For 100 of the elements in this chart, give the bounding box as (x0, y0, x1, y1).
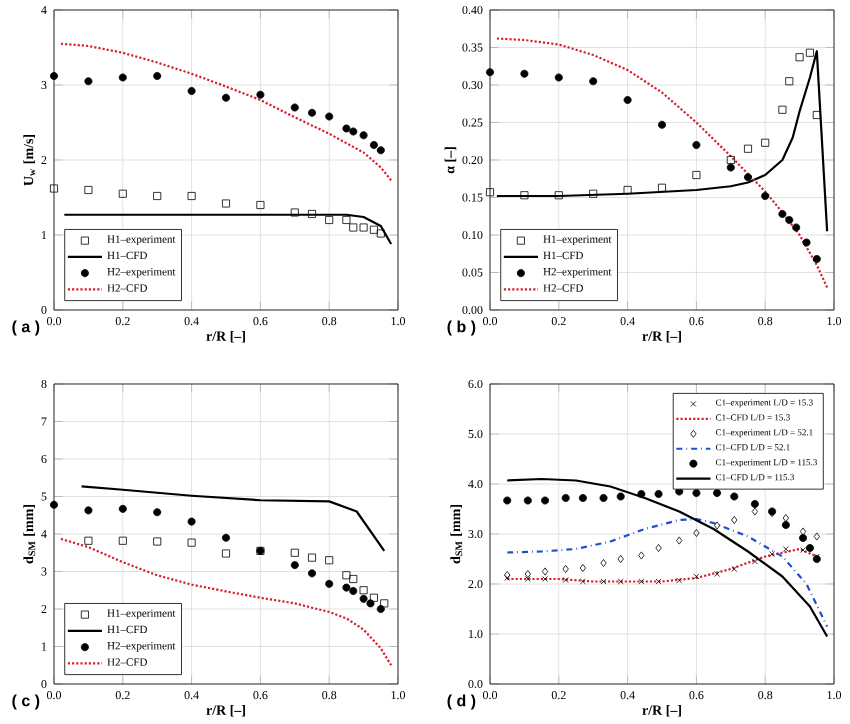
point (290, 208, 299, 217)
point (222, 549, 230, 558)
point (654, 490, 663, 498)
point (578, 494, 587, 502)
point (349, 223, 358, 232)
point (84, 186, 93, 194)
point (342, 583, 351, 592)
point (541, 496, 550, 505)
point (600, 559, 607, 567)
point (799, 527, 807, 536)
point (805, 48, 814, 57)
point (50, 71, 58, 80)
point (778, 209, 787, 218)
point (486, 68, 494, 77)
point (290, 561, 299, 570)
point (589, 77, 598, 86)
point (308, 108, 316, 117)
point (781, 521, 790, 529)
point (744, 173, 752, 182)
point (359, 586, 368, 595)
point (486, 188, 494, 197)
point (84, 536, 93, 545)
point (325, 556, 334, 565)
point (342, 215, 351, 224)
point (376, 605, 385, 613)
point (599, 494, 608, 502)
point (714, 571, 720, 577)
point (222, 93, 230, 102)
point (692, 140, 701, 149)
point (744, 144, 752, 153)
point (616, 492, 625, 501)
line-series (506, 477, 829, 638)
point (617, 578, 624, 585)
point (751, 558, 758, 565)
point (802, 238, 811, 247)
point (623, 96, 632, 104)
point (792, 223, 801, 232)
point (369, 593, 378, 602)
point (325, 579, 334, 588)
point (726, 163, 735, 172)
point (342, 571, 351, 580)
point (579, 564, 586, 572)
point (731, 566, 738, 572)
point (187, 87, 196, 95)
point (693, 529, 700, 537)
point (50, 500, 58, 509)
point (638, 551, 645, 560)
line-series (506, 547, 818, 583)
point (676, 536, 683, 545)
point (153, 192, 162, 200)
point (380, 599, 389, 608)
point (369, 225, 378, 234)
point (812, 110, 821, 119)
line-series (495, 37, 829, 289)
point (562, 577, 569, 583)
point (799, 534, 808, 542)
point (750, 500, 759, 508)
point (290, 548, 299, 557)
point (376, 229, 385, 238)
line-series (59, 537, 393, 667)
point (812, 255, 821, 263)
text: ( b ) (447, 320, 476, 336)
text: ( c ) (12, 694, 40, 710)
point (617, 555, 624, 563)
point (349, 587, 358, 595)
point (637, 490, 646, 498)
point (118, 536, 127, 545)
point (342, 124, 351, 133)
text: ( a ) (12, 320, 40, 336)
point (325, 112, 334, 121)
point (359, 223, 368, 232)
point (118, 73, 127, 82)
point (726, 156, 735, 164)
point (520, 69, 529, 78)
point (153, 508, 162, 517)
point (782, 546, 789, 552)
point (376, 146, 385, 155)
point (731, 515, 738, 524)
point (222, 533, 230, 542)
point (366, 599, 375, 608)
line-series (59, 42, 393, 182)
point (369, 140, 378, 149)
point (359, 131, 368, 140)
point (692, 171, 701, 179)
point (308, 209, 316, 218)
point (676, 577, 683, 584)
point (349, 127, 358, 136)
point (579, 578, 586, 585)
point (256, 90, 265, 99)
point (800, 547, 806, 553)
point (795, 53, 804, 62)
point (523, 496, 532, 505)
point (520, 191, 529, 200)
point (118, 504, 127, 513)
point (308, 553, 316, 562)
point (805, 544, 814, 552)
point (693, 573, 700, 580)
point (562, 565, 569, 573)
text: ( d ) (447, 694, 476, 710)
point (524, 576, 531, 582)
